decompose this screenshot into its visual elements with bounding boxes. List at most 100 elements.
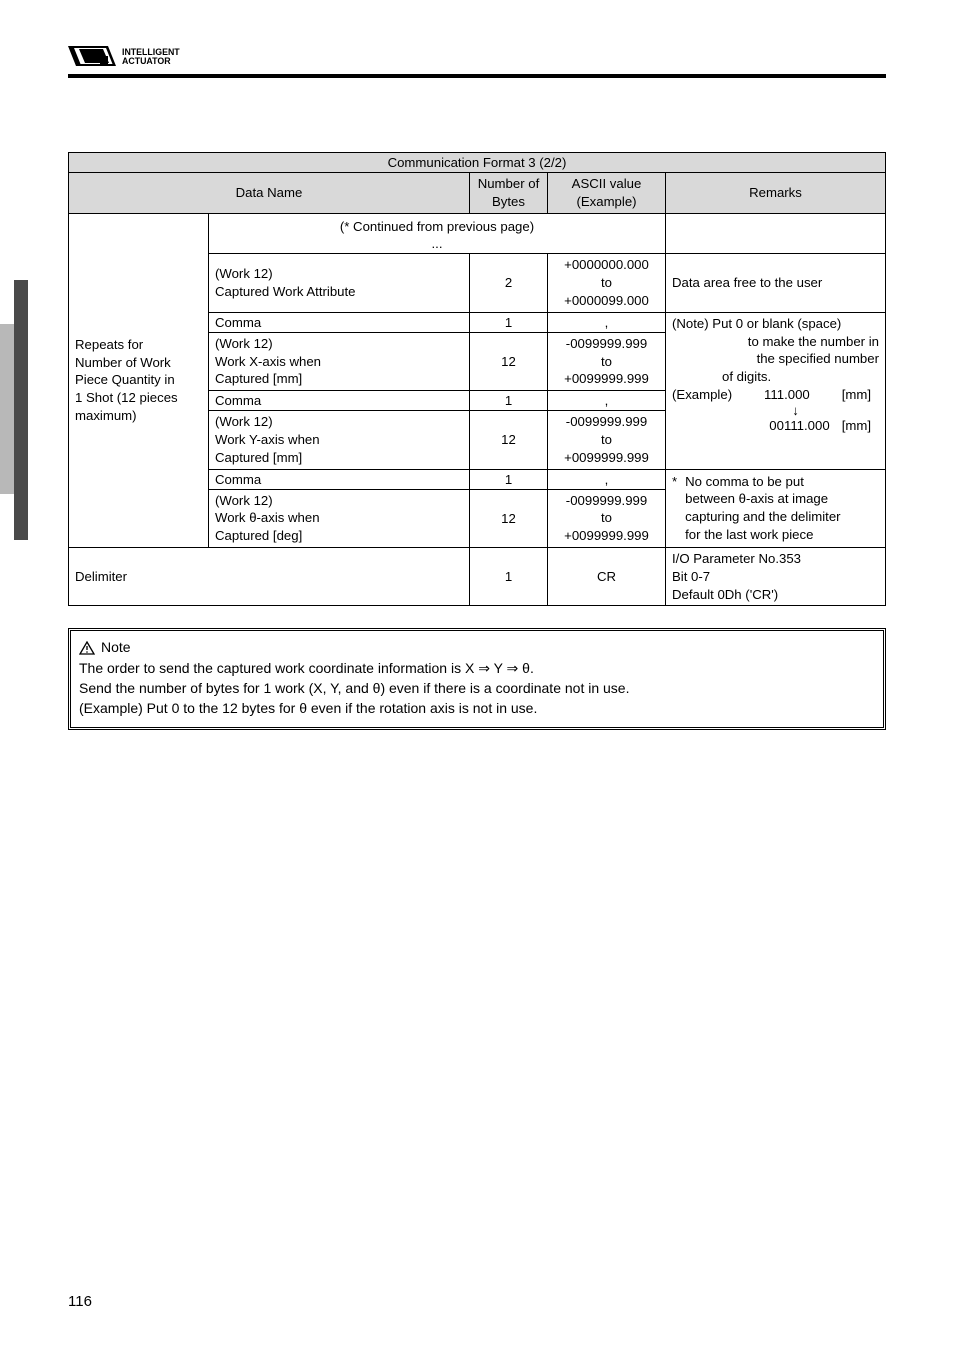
delim-name: Delimiter — [69, 548, 470, 606]
col-num-bytes-l1: Number of — [478, 176, 540, 191]
col-ascii-l2: (Example) — [576, 194, 636, 209]
r3-name: (Work 12) Work X-axis when Captured [mm] — [209, 332, 470, 390]
col-ascii: ASCII value (Example) — [548, 173, 666, 214]
r3-name-l3: Captured [mm] — [215, 371, 302, 386]
rb1-arrow: ↓ — [672, 404, 879, 417]
r1-ascii-l2: to — [601, 275, 612, 290]
page-number: 116 — [68, 1293, 92, 1310]
rb2-l4: for the last work piece — [685, 527, 813, 542]
r1-ascii-l3: +0000099.000 — [564, 293, 649, 308]
r4-comma: Comma — [209, 391, 470, 411]
r3-ascii: -0099999.999 to +0099999.999 — [548, 332, 666, 390]
rb1-l3: the specified number — [757, 351, 879, 366]
r2-ascii: , — [548, 312, 666, 332]
repeats-l2: Number of Work — [75, 355, 171, 370]
page-header: INTELLIGENT ACTUATOR — [68, 44, 886, 78]
r2-comma: Comma — [209, 312, 470, 332]
r1-remarks: Data area free to the user — [666, 254, 886, 312]
delim-ascii: CR — [548, 548, 666, 606]
rb1-l7a: 00111.000 — [769, 417, 829, 435]
r1-name: (Work 12) Captured Work Attribute — [209, 254, 470, 312]
r7-bytes: 12 — [470, 489, 548, 547]
col-num-bytes-l2: Bytes — [492, 194, 525, 209]
r1-name-l1: (Work 12) — [215, 266, 273, 281]
note-line1: The order to send the captured work coor… — [79, 658, 875, 678]
r6-ascii: , — [548, 469, 666, 489]
remarks-empty-top — [666, 213, 886, 254]
rb1-l7b: [mm] — [842, 417, 871, 435]
continued-text: (* Continued from previous page) — [340, 219, 534, 234]
r1-name-l2: Captured Work Attribute — [215, 284, 356, 299]
continued-dots: ... — [432, 236, 443, 251]
delim-remarks-l3: Default 0Dh ('CR') — [672, 587, 778, 602]
r1-ascii: +0000000.000 to +0000099.000 — [548, 254, 666, 312]
repeats-l1: Repeats for — [75, 337, 143, 352]
side-tab — [0, 280, 28, 540]
r7-ascii: -0099999.999 to +0099999.999 — [548, 489, 666, 547]
r6-comma: Comma — [209, 469, 470, 489]
note-box: Note The order to send the captured work… — [68, 628, 886, 729]
delim-remarks: I/O Parameter No.353 Bit 0-7 Default 0Dh… — [666, 548, 886, 606]
r4-ascii: , — [548, 391, 666, 411]
r7-name: (Work 12) Work θ-axis when Captured [deg… — [209, 489, 470, 547]
delim-remarks-l2: Bit 0-7 — [672, 569, 710, 584]
remarks-block2: * No comma to be put between θ-axis at i… — [666, 469, 886, 547]
r5-name: (Work 12) Work Y-axis when Captured [mm] — [209, 411, 470, 469]
rb1-l5b: 111.000 — [764, 386, 810, 404]
r7-ascii-l3: +0099999.999 — [564, 528, 649, 543]
r3-name-l1: (Work 12) — [215, 336, 273, 351]
side-tab-dark — [14, 280, 28, 540]
r5-ascii-l3: +0099999.999 — [564, 450, 649, 465]
continued-cell: (* Continued from previous page) ... — [209, 213, 666, 254]
rb2-l3: capturing and the delimiter — [685, 509, 840, 524]
side-tab-light — [0, 324, 14, 494]
r5-name-l3: Captured [mm] — [215, 450, 302, 465]
col-data-name: Data Name — [69, 173, 470, 214]
r5-name-l1: (Work 12) — [215, 414, 273, 429]
repeats-l5: maximum) — [75, 408, 137, 423]
repeats-l4: 1 Shot (12 pieces — [75, 390, 178, 405]
r5-ascii-l2: to — [601, 432, 612, 447]
r7-ascii-l2: to — [601, 510, 612, 525]
repeats-label: Repeats for Number of Work Piece Quantit… — [69, 213, 209, 547]
r3-ascii-l3: +0099999.999 — [564, 371, 649, 386]
r1-ascii-l1: +0000000.000 — [564, 257, 649, 272]
r1-bytes: 2 — [470, 254, 548, 312]
r3-bytes: 12 — [470, 332, 548, 390]
logo-text-bottom: ACTUATOR — [122, 56, 171, 66]
note-line3: (Example) Put 0 to the 12 bytes for θ ev… — [79, 698, 875, 718]
note-line2: Send the number of bytes for 1 work (X, … — [79, 678, 875, 698]
rb1-l1: (Note) Put 0 or blank (space) — [672, 316, 841, 331]
r7-name-l1: (Work 12) — [215, 493, 273, 508]
repeats-l3: Piece Quantity in — [75, 372, 175, 387]
r3-ascii-l2: to — [601, 354, 612, 369]
r4-bytes: 1 — [470, 391, 548, 411]
r3-ascii-l1: -0099999.999 — [566, 336, 647, 351]
r5-bytes: 12 — [470, 411, 548, 469]
delim-remarks-l1: I/O Parameter No.353 — [672, 551, 801, 566]
r2-bytes: 1 — [470, 312, 548, 332]
r7-name-l2: Work θ-axis when — [215, 510, 320, 525]
remarks-block1: (Note) Put 0 or blank (space) to make th… — [666, 312, 886, 469]
col-num-bytes: Number of Bytes — [470, 173, 548, 214]
col-remarks: Remarks — [666, 173, 886, 214]
delim-bytes: 1 — [470, 548, 548, 606]
r6-bytes: 1 — [470, 469, 548, 489]
r7-name-l3: Captured [deg] — [215, 528, 302, 543]
header-rule — [68, 74, 886, 78]
col-ascii-l1: ASCII value — [572, 176, 642, 191]
warning-icon — [79, 641, 95, 655]
r5-ascii-l1: -0099999.999 — [566, 414, 647, 429]
note-title-text: Note — [101, 637, 131, 657]
rb2-l2: between θ-axis at image — [685, 491, 828, 506]
rb2-star: * — [672, 473, 677, 544]
rb1-l4: of digits. — [722, 369, 771, 384]
r7-ascii-l1: -0099999.999 — [566, 493, 647, 508]
rb1-l5c: [mm] — [842, 386, 871, 404]
communication-table: Communication Format 3 (2/2) Data Name N… — [68, 152, 886, 606]
logo-icon: INTELLIGENT ACTUATOR — [68, 44, 218, 68]
rb1-l2: to make the number in — [748, 334, 879, 349]
r5-name-l2: Work Y-axis when — [215, 432, 320, 447]
rb2-l1: No comma to be put — [685, 474, 804, 489]
rb1-l5a: (Example) — [672, 386, 732, 404]
